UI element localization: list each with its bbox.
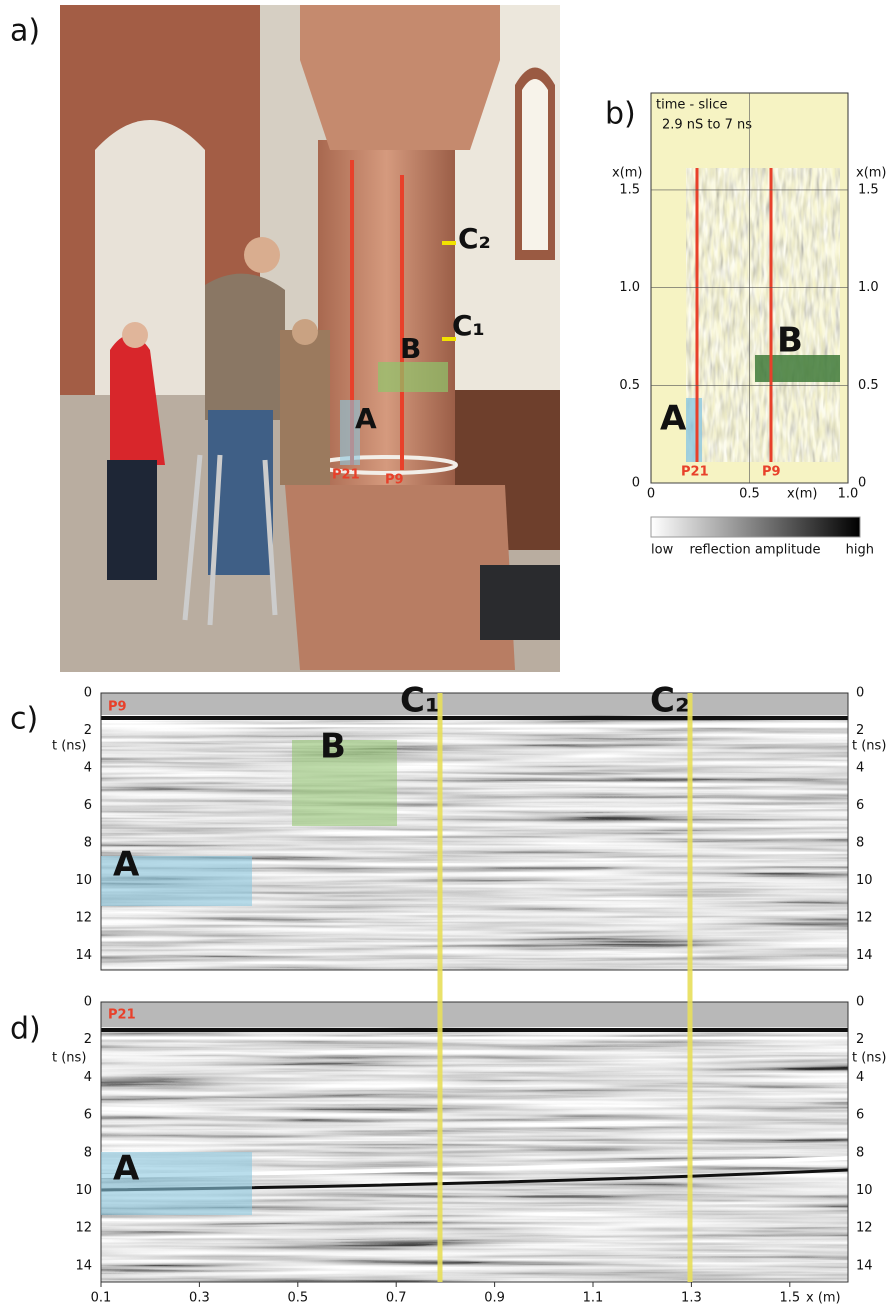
axis-label: x(m) bbox=[856, 166, 887, 181]
marker-label: A bbox=[113, 845, 140, 885]
marker-area bbox=[686, 398, 702, 462]
x-tick-label: 0.1 bbox=[91, 1291, 112, 1306]
y-tick-label: 8 bbox=[84, 1145, 92, 1160]
y-tick-label: 1.5 bbox=[858, 182, 879, 197]
y-tick-label: 0 bbox=[84, 995, 92, 1010]
y-tick-label: 2 bbox=[84, 723, 92, 738]
y-tick-label: 12 bbox=[856, 911, 873, 926]
y-tick-label: 0 bbox=[84, 686, 92, 701]
y-tick-label: 12 bbox=[856, 1221, 873, 1236]
y-tick-label: 12 bbox=[75, 911, 92, 926]
y-tick-label: 12 bbox=[75, 1221, 92, 1236]
marker-label: B bbox=[400, 332, 421, 365]
y-tick-label: 1.0 bbox=[858, 280, 879, 295]
y-tick-label: 6 bbox=[84, 798, 92, 813]
y-tick-label: 8 bbox=[856, 1145, 864, 1160]
x-tick-label: 0.9 bbox=[484, 1291, 505, 1306]
y-tick-label: 14 bbox=[856, 948, 873, 963]
time-slice bbox=[686, 168, 840, 462]
y-tick-label: 2 bbox=[856, 1032, 864, 1047]
colorbar-low: low bbox=[651, 543, 674, 558]
axis-label: x (m) bbox=[806, 1291, 841, 1306]
profile-label: P21 bbox=[681, 465, 709, 480]
profile-label: P9 bbox=[385, 473, 404, 488]
y-tick-label: 4 bbox=[84, 761, 92, 776]
x-tick-label: 1.1 bbox=[583, 1291, 604, 1306]
y-tick-label: 2 bbox=[84, 1032, 92, 1047]
crossing-label: C₂ bbox=[458, 222, 491, 255]
panel-label: d) bbox=[10, 1012, 41, 1047]
x-tick-label: 0 bbox=[647, 487, 655, 502]
radargram bbox=[101, 693, 848, 970]
y-tick-label: 14 bbox=[75, 948, 92, 963]
y-tick-label: 2 bbox=[856, 723, 864, 738]
y-tick-label: 10 bbox=[856, 1183, 873, 1198]
slice-title: time - slice bbox=[656, 98, 727, 113]
marker-label: B bbox=[777, 321, 803, 361]
axis-label: t (ns) bbox=[52, 739, 86, 754]
y-tick-label: 0 bbox=[858, 476, 866, 491]
photo bbox=[60, 5, 560, 672]
x-tick-label: 0.7 bbox=[386, 1291, 407, 1306]
y-tick-label: 14 bbox=[75, 1258, 92, 1273]
y-tick-label: 10 bbox=[856, 873, 873, 888]
marker-label: A bbox=[113, 1149, 140, 1189]
x-tick-label: 1.0 bbox=[838, 487, 859, 502]
x-tick-label: 0.5 bbox=[287, 1291, 308, 1306]
y-tick-label: 0 bbox=[632, 476, 640, 491]
crossing-label: C₁ bbox=[452, 309, 485, 342]
y-tick-label: 0 bbox=[856, 995, 864, 1010]
axis-label: x(m) bbox=[787, 487, 818, 502]
y-tick-label: 4 bbox=[856, 1070, 864, 1085]
axis-label: t (ns) bbox=[52, 1051, 86, 1066]
axis-label: t (ns) bbox=[852, 739, 886, 754]
profile-label: P9 bbox=[762, 465, 781, 480]
y-tick-label: 0 bbox=[856, 686, 864, 701]
x-tick-label: 0.3 bbox=[189, 1291, 210, 1306]
y-tick-label: 6 bbox=[856, 798, 864, 813]
x-tick-label: 0.5 bbox=[739, 487, 760, 502]
marker-label: A bbox=[660, 399, 687, 439]
axis-label: t (ns) bbox=[852, 1051, 886, 1066]
panel-label: b) bbox=[605, 97, 636, 132]
x-tick-label: 1.5 bbox=[779, 1291, 800, 1306]
panel-label: a) bbox=[10, 14, 40, 49]
axis-label: x(m) bbox=[612, 166, 643, 181]
y-tick-label: 10 bbox=[75, 1183, 92, 1198]
radargram bbox=[101, 1002, 848, 1282]
y-tick-label: 4 bbox=[84, 1070, 92, 1085]
y-tick-label: 8 bbox=[856, 836, 864, 851]
y-tick-label: 1.5 bbox=[619, 182, 640, 197]
y-tick-label: 14 bbox=[856, 1258, 873, 1273]
crossing-label: C₂ bbox=[650, 681, 690, 721]
profile-label: P21 bbox=[108, 1008, 136, 1023]
panel-label: c) bbox=[10, 702, 38, 737]
y-tick-label: 8 bbox=[84, 836, 92, 851]
marker-label: B bbox=[320, 727, 346, 767]
marker-label: A bbox=[355, 402, 377, 435]
y-tick-label: 1.0 bbox=[619, 280, 640, 295]
slice-range: 2.9 nS to 7 ns bbox=[662, 118, 752, 133]
colorbar-label: reflection amplitude bbox=[689, 543, 820, 558]
y-tick-label: 0.5 bbox=[858, 378, 879, 393]
y-tick-label: 10 bbox=[75, 873, 92, 888]
y-tick-label: 6 bbox=[856, 1108, 864, 1123]
profile-label: P21 bbox=[332, 468, 360, 483]
figure: a) C₂ C₁ B A P21 P9 b) time - slice 2.9 … bbox=[0, 0, 891, 1311]
profile-label: P9 bbox=[108, 700, 127, 715]
y-tick-label: 6 bbox=[84, 1108, 92, 1123]
y-tick-label: 4 bbox=[856, 761, 864, 776]
crossing-label: C₁ bbox=[400, 681, 440, 721]
x-tick-label: 1.3 bbox=[681, 1291, 702, 1306]
y-tick-label: 0.5 bbox=[619, 378, 640, 393]
colorbar bbox=[651, 517, 860, 537]
colorbar-high: high bbox=[846, 543, 874, 558]
